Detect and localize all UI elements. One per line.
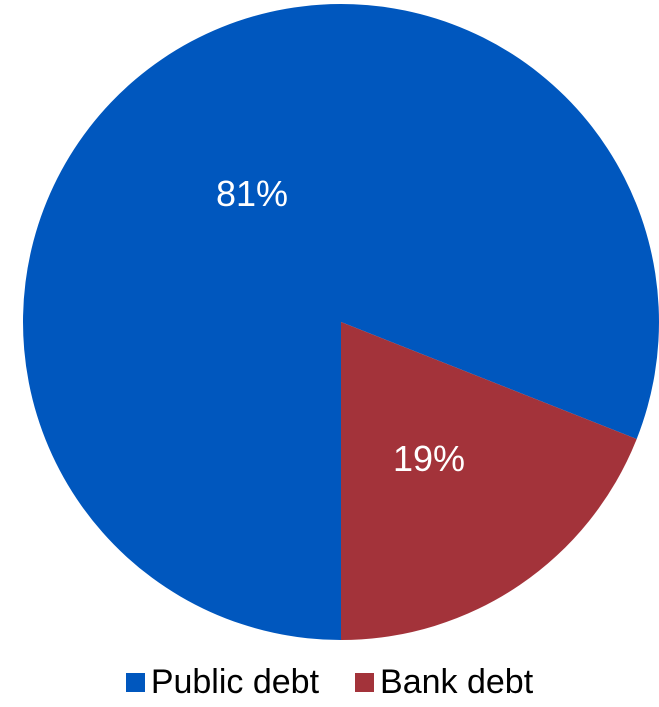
legend: Public debt Bank debt [0, 660, 659, 704]
legend-swatch-bank-debt [355, 672, 375, 692]
data-label-public-debt: 81% [216, 173, 288, 214]
pie-chart: 81% 19% [23, 4, 659, 640]
pie-slice-bank-debt [341, 322, 637, 640]
legend-label-public-debt: Public debt [150, 663, 320, 701]
pie-slices [23, 4, 659, 640]
legend-item-bank-debt: Bank debt [355, 665, 533, 699]
data-label-bank-debt: 19% [393, 438, 465, 479]
pie-data-labels: 81% 19% [216, 173, 465, 479]
pie-slice-public-debt [23, 4, 659, 640]
legend-label-bank-debt: Bank debt [380, 663, 534, 701]
legend-item-public-debt: Public debt [125, 663, 320, 701]
legend-swatch-public-debt [125, 672, 145, 692]
